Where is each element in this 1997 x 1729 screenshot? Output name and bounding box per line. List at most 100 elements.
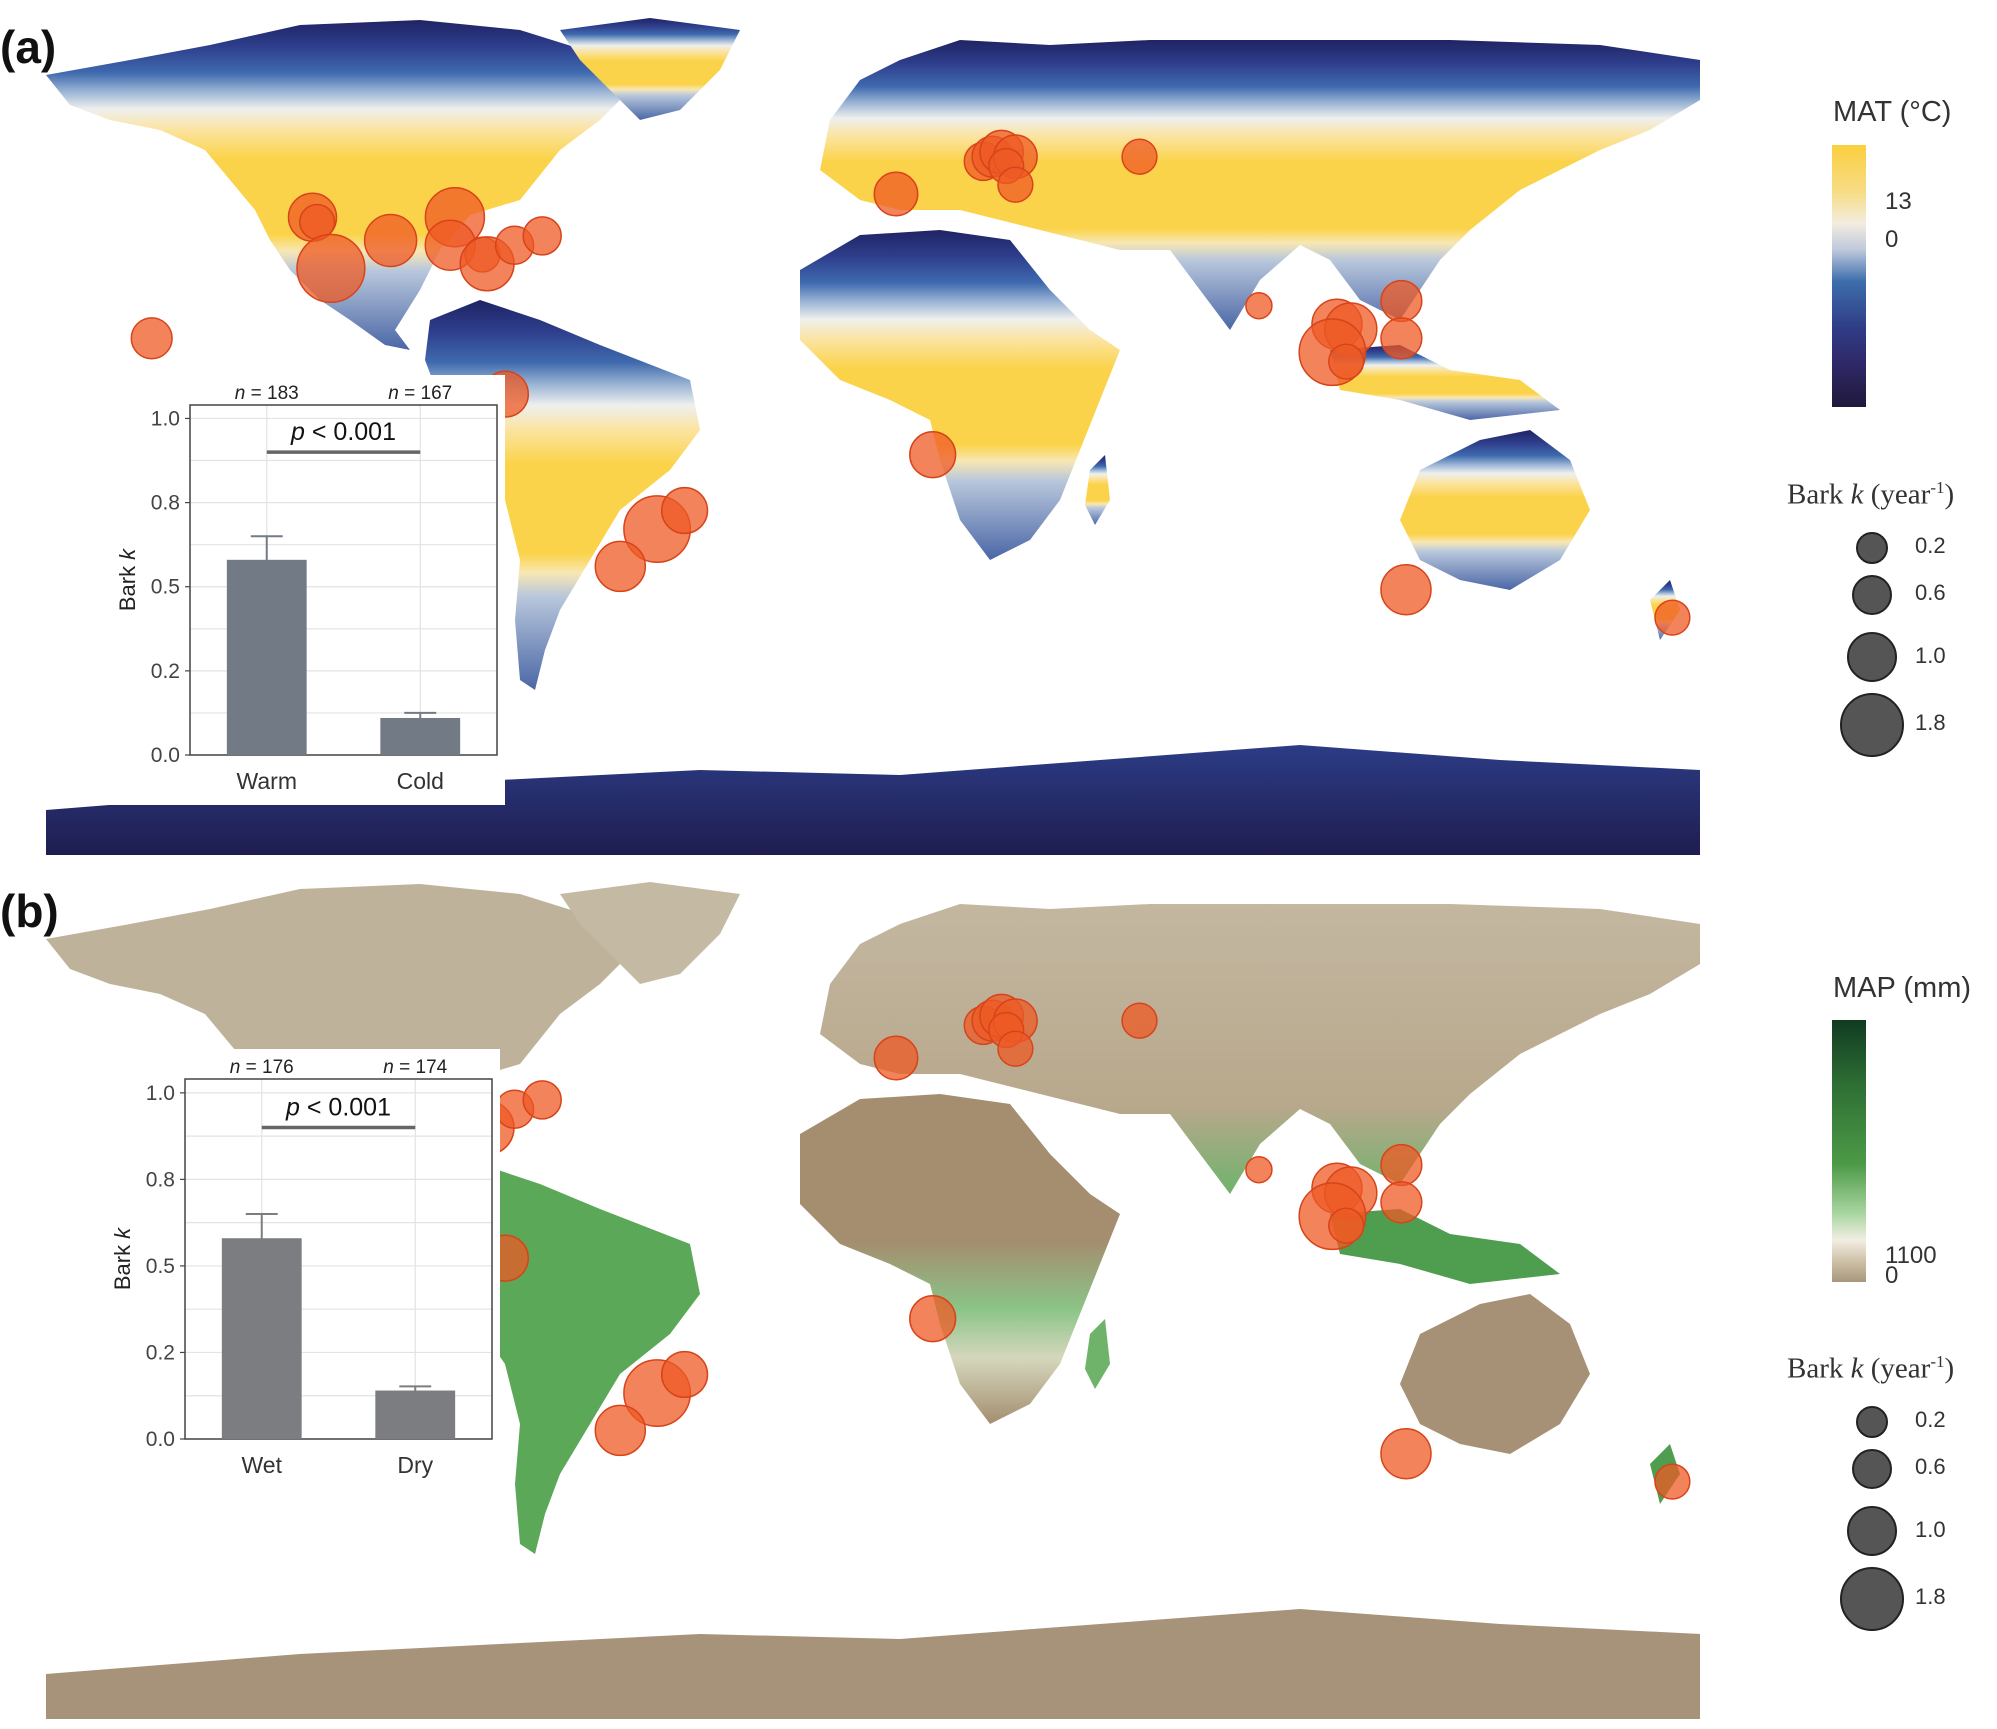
y-axis-label: Bark k bbox=[110, 1227, 135, 1290]
y-tick-label: 0.5 bbox=[146, 1255, 175, 1278]
sample-size-label: n = 174 bbox=[383, 1057, 447, 1078]
colorbar bbox=[1832, 145, 1866, 407]
panel-a: (a) 0.0 0.2 0.5 0.8 1.0 Bark k Warm n = 183 Cold… bbox=[0, 0, 1997, 864]
panel-label: (a) bbox=[0, 21, 57, 73]
sample-size-label: n = 167 bbox=[388, 383, 452, 404]
inset-bar-chart: 0.0 0.2 0.5 0.8 1.0 Bark k Wet n = 176 Dry n = 17… bbox=[110, 1057, 493, 1478]
site-marker bbox=[1380, 317, 1423, 360]
site-marker bbox=[296, 233, 366, 304]
bark-legend-title: Bark k (year-1) bbox=[1787, 478, 1955, 511]
world-map-mat bbox=[46, 18, 1700, 855]
y-tick-label: 0.0 bbox=[146, 1428, 175, 1451]
size-circle bbox=[1840, 1567, 1904, 1631]
error-bar bbox=[399, 1385, 432, 1395]
continents bbox=[46, 18, 1700, 690]
legend: MAP (mm) 1100 0 Bark k (year-1) 0.2 0.6 … bbox=[1785, 864, 1997, 1728]
antarctica bbox=[46, 1609, 1700, 1719]
x-tick-label: Dry bbox=[397, 1452, 433, 1478]
sample-size-label: n = 176 bbox=[230, 1057, 294, 1078]
site-marker bbox=[1121, 138, 1158, 175]
y-tick-label: 0.8 bbox=[151, 492, 180, 515]
x-tick-label: Warm bbox=[237, 768, 297, 794]
p-value-label: p < 0.001 bbox=[290, 418, 396, 446]
y-tick-label: 1.0 bbox=[146, 1082, 175, 1105]
antarctica bbox=[46, 745, 1700, 855]
size-circle bbox=[1847, 1506, 1897, 1556]
site-marker bbox=[1654, 1463, 1691, 1500]
size-label: 0.6 bbox=[1915, 580, 1946, 605]
site-marker bbox=[522, 1080, 562, 1120]
site-marker bbox=[1380, 279, 1423, 323]
y-axis-label: Bark k bbox=[115, 548, 140, 611]
size-circle bbox=[1852, 575, 1892, 615]
size-circle bbox=[1856, 532, 1888, 564]
site-marker bbox=[522, 216, 562, 256]
error-bar bbox=[404, 711, 437, 724]
y-tick-label: 0.8 bbox=[146, 1168, 175, 1191]
site-marker bbox=[1245, 291, 1273, 320]
site-marker bbox=[909, 431, 957, 479]
legend: MAT (°C) 13 0 Bark k (year-1) 0.2 0.6 1.… bbox=[1785, 0, 1997, 864]
x-tick-label: Cold bbox=[397, 768, 444, 794]
inset-chart-temperature: 0.0 0.2 0.5 0.8 1.0 Bark k Warm n = 183 Cold n = … bbox=[100, 375, 505, 805]
size-label: 0.6 bbox=[1915, 1454, 1946, 1479]
site-marker bbox=[1380, 1427, 1432, 1480]
site-marker bbox=[909, 1295, 957, 1343]
size-label: 1.0 bbox=[1915, 643, 1946, 668]
y-tick-label: 0.2 bbox=[151, 660, 180, 683]
colorbar-title: MAT (°C) bbox=[1833, 96, 1952, 128]
size-label: 1.8 bbox=[1915, 710, 1946, 735]
site-marker bbox=[1654, 599, 1691, 636]
size-circle bbox=[1852, 1449, 1892, 1489]
panel-b: (b) 0.0 0.2 0.5 0.8 1.0 Bark k Wet n = 176 Dry n … bbox=[0, 864, 1997, 1728]
site-marker bbox=[873, 171, 919, 217]
site-marker bbox=[130, 317, 173, 360]
colorbar-tick: 1100 bbox=[1885, 1242, 1937, 1269]
y-tick-label: 0.0 bbox=[151, 744, 180, 767]
plot-frame bbox=[184, 1078, 493, 1440]
inset-chart-precipitation: 0.0 0.2 0.5 0.8 1.0 Bark k Wet n = 176 Dry n = 17… bbox=[95, 1049, 500, 1489]
error-bar bbox=[245, 1213, 278, 1263]
size-label: 0.2 bbox=[1915, 533, 1946, 558]
site-marker bbox=[1380, 563, 1432, 616]
site-marker bbox=[660, 1350, 709, 1399]
site-marker bbox=[660, 486, 709, 535]
bark-legend-title: Bark k (year-1) bbox=[1787, 1352, 1955, 1385]
error-bar bbox=[250, 535, 283, 584]
bar bbox=[226, 559, 307, 755]
plot-frame bbox=[189, 404, 498, 756]
site-marker bbox=[1245, 1155, 1273, 1184]
x-tick-label: Wet bbox=[242, 1452, 283, 1478]
colorbar-tick: 0 bbox=[1885, 226, 1899, 253]
inset-bar-chart: 0.0 0.2 0.5 0.8 1.0 Bark k Warm n = 183 Cold n = … bbox=[115, 383, 498, 794]
site-marker bbox=[1380, 1143, 1423, 1187]
y-tick-label: 0.5 bbox=[151, 576, 180, 599]
colorbar bbox=[1832, 1020, 1866, 1282]
bar bbox=[375, 1390, 456, 1439]
site-marker bbox=[594, 1404, 647, 1457]
y-tick-label: 1.0 bbox=[151, 407, 180, 430]
site-marker bbox=[1328, 1207, 1365, 1244]
colorbar-tick: 13 bbox=[1885, 188, 1912, 215]
site-marker bbox=[363, 213, 418, 268]
continents bbox=[46, 882, 1700, 1554]
world-map-map bbox=[46, 882, 1700, 1719]
sample-size-label: n = 183 bbox=[235, 383, 299, 404]
site-marker bbox=[1121, 1002, 1158, 1039]
size-circle bbox=[1847, 632, 1897, 682]
p-value-label: p < 0.001 bbox=[285, 1093, 391, 1121]
colorbar-tick: 0 bbox=[1885, 1262, 1899, 1289]
size-label: 1.8 bbox=[1915, 1584, 1946, 1609]
size-label: 1.0 bbox=[1915, 1517, 1946, 1542]
site-marker bbox=[1328, 343, 1365, 380]
site-marker bbox=[873, 1035, 919, 1081]
size-circle bbox=[1840, 693, 1904, 757]
site-marker bbox=[997, 166, 1034, 203]
size-circle bbox=[1856, 1406, 1888, 1438]
colorbar-title: MAP (mm) bbox=[1833, 972, 1972, 1004]
bar bbox=[380, 717, 461, 755]
site-marker bbox=[997, 1030, 1034, 1067]
panel-label: (b) bbox=[0, 885, 59, 937]
size-label: 0.2 bbox=[1915, 1407, 1946, 1432]
site-marker bbox=[594, 540, 647, 593]
